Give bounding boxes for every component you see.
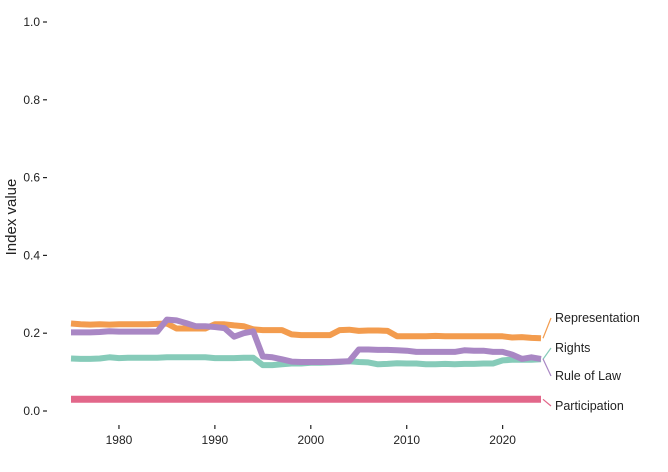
series-line-rule-of-law xyxy=(71,316,542,365)
x-tick-label: 2010 xyxy=(393,433,420,447)
series-lines xyxy=(70,316,542,403)
series-label-connector xyxy=(542,358,552,377)
x-tick-label: 1990 xyxy=(202,433,229,447)
x-tick-label: 2000 xyxy=(297,433,324,447)
y-tick-label: 0.8 xyxy=(23,93,40,107)
series-label-representation: Representation xyxy=(555,311,640,325)
x-tick-label: 1980 xyxy=(106,433,133,447)
y-tick-label: 0.0 xyxy=(23,404,40,418)
x-axis: 1980 1990 2000 2010 2020 xyxy=(106,425,516,447)
series-label-rights: Rights xyxy=(555,341,590,355)
series-line-representation xyxy=(70,320,542,342)
y-tick-label: 0.2 xyxy=(23,326,40,340)
series-label-connector xyxy=(542,317,552,339)
y-tick-label: 0.4 xyxy=(23,248,40,262)
series-label-connector xyxy=(542,398,552,407)
series-labels: Representation Rights Rule of Law Participa… xyxy=(542,311,640,413)
y-axis-title: Index value xyxy=(3,179,20,256)
series-label-connector xyxy=(542,347,552,360)
x-tick-label: 2020 xyxy=(489,433,516,447)
y-tick-label: 1.0 xyxy=(23,15,40,29)
y-axis: 0.0 0.2 0.4 0.6 0.8 1.0 xyxy=(23,15,47,418)
series-label-rule-of-law: Rule of Law xyxy=(555,369,622,383)
series-label-participation: Participation xyxy=(555,399,624,413)
y-tick-label: 0.6 xyxy=(23,171,40,185)
